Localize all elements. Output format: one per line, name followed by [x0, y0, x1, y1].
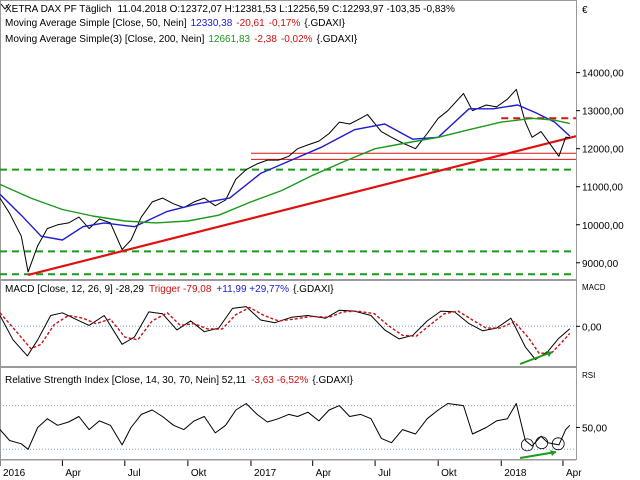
- rsi-annotation-circle: [535, 436, 549, 450]
- macd-y-axis: 0,00: [576, 322, 602, 333]
- x-tick-label: Okt: [191, 468, 207, 479]
- chart-header-values: 11.04.2018 O:12372,07 H:12381,53 L:12256…: [118, 4, 455, 15]
- collapse-chevron-icon[interactable]: [0, 3, 10, 10]
- macd-legend: MACD [Close, 12, 26, 9] -28,29 Trigger -7…: [5, 284, 334, 295]
- price-legend: XETRA DAX PF Täglich 11.04.2018 O:12372,0…: [5, 4, 455, 45]
- macd-ytick-label: 0,00: [582, 322, 602, 333]
- legend-ma200-pct: -0,02%: [281, 34, 313, 45]
- price-ytick-label: 12000,00: [582, 145, 624, 156]
- macd-panel-label: MACD: [582, 283, 606, 292]
- legend-ma200: Moving Average Simple(3) [Close, 200, Ne…: [5, 34, 358, 45]
- x-tick-label: 2018: [504, 468, 527, 479]
- legend-main: XETRA DAX PF Täglich 11.04.2018 O:12372,0…: [5, 4, 455, 15]
- price-trendline: [27, 135, 577, 277]
- macd-series: [0, 306, 571, 365]
- rsi-ytick-label: 50,00: [582, 423, 607, 434]
- rsi-annotation-circle: [520, 438, 534, 452]
- macd-arrow-annotation: [519, 351, 553, 365]
- macd-legend-text: MACD [Close, 12, 26, 9] -28,29: [5, 284, 144, 295]
- x-tick-label: Jul: [128, 468, 141, 479]
- rsi-legend: Relative Strength Index [Close, 14, 30, …: [5, 375, 354, 386]
- price-ytick-label: 9000,00: [582, 259, 619, 270]
- price-ytick-label: 11000,00: [582, 183, 623, 194]
- price-series: [0, 88, 571, 273]
- price-series-2-line: [0, 117, 570, 224]
- rsi-panel-label: RSI: [582, 371, 595, 380]
- rsi-series: [0, 403, 571, 459]
- legend-ma50-suffix: {.GDAXI}: [304, 18, 345, 29]
- legend-ma200-change: -2,38: [254, 34, 277, 45]
- macd-change-text: +11,99 +29,77%: [216, 284, 289, 295]
- x-tick-label: 2017: [254, 468, 277, 479]
- rsi-arrow-annotation: [519, 451, 557, 459]
- macd-trigger-text: Trigger -79,08: [149, 284, 212, 295]
- rsi-series-0-line: [0, 403, 571, 450]
- legend-ma200-name: Moving Average Simple(3) [Close, 200, Ne…: [5, 34, 205, 45]
- macd-series-0-line: [0, 306, 571, 360]
- price-ytick-label: 10000,00: [582, 221, 624, 232]
- legend-ma50-pct: -0,17%: [269, 18, 301, 29]
- x-tick-label: Jul: [378, 468, 391, 479]
- price-reference-lines: [0, 117, 577, 277]
- x-tick-label: Apr: [566, 468, 582, 479]
- currency-label: €: [582, 5, 588, 16]
- legend-ma50-change: -20,61: [236, 18, 265, 29]
- price-ytick-label: 14000,00: [582, 69, 624, 80]
- macd-arrow-head: [546, 351, 552, 357]
- legend-ma50-value: 12330,38: [191, 18, 233, 29]
- legend-ma50: Moving Average Simple [Close, 50, Nein] 1…: [5, 18, 346, 29]
- rsi-reference-lines: [0, 405, 576, 450]
- rsi-suffix: {.GDAXI}: [312, 375, 353, 386]
- x-tick-label: 2016: [3, 468, 26, 479]
- rsi-y-axis: 50,00: [576, 423, 607, 434]
- legend-ma50-name: Moving Average Simple [Close, 50, Nein]: [5, 18, 187, 29]
- rsi-arrow-head: [550, 450, 556, 456]
- macd-panel-frame: [0, 280, 577, 367]
- legend-ma200-suffix: {.GDAXI}: [317, 34, 358, 45]
- price-panel-frame: [0, 0, 577, 280]
- macd-suffix: {.GDAXI}: [293, 284, 334, 295]
- x-tick-label: Apr: [65, 468, 81, 479]
- rsi-annotation-circle: [551, 437, 565, 451]
- rsi-legend-text: Relative Strength Index [Close, 14, 30, …: [5, 375, 247, 386]
- x-tick-label: Apr: [316, 468, 332, 479]
- legend-ma200-value: 12661,83: [208, 34, 250, 45]
- chart-title: XETRA DAX PF Täglich: [5, 4, 112, 15]
- x-tick-label: Okt: [441, 468, 457, 479]
- price-ytick-label: 13000,00: [582, 107, 624, 118]
- rsi-change-text: -3,63 -6,52%: [251, 375, 308, 386]
- price-y-axis: 9000,00 10000,00 11000,00 12000,00 13000,00 1…: [576, 69, 624, 270]
- macd-series-1-line: [0, 306, 571, 354]
- x-axis: 2016 Apr Jul Okt 2017 Apr Jul Okt 2018 Apr: [0, 459, 582, 479]
- price-series-1-line: [0, 104, 571, 241]
